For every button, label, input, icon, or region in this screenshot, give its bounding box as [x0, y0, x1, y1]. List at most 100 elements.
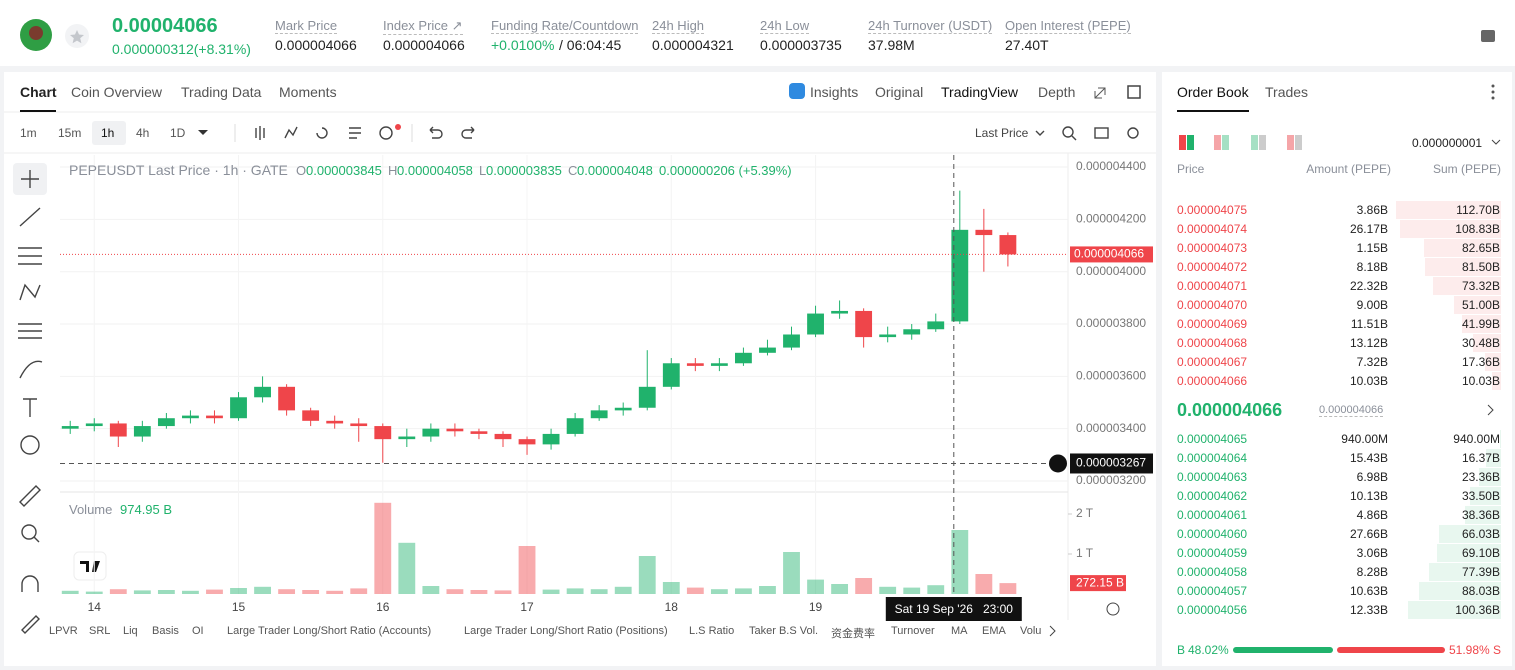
- book-amount: 12.33B: [1349, 603, 1388, 617]
- scroll-right[interactable]: [1049, 625, 1056, 637]
- stat-value: 27.40T: [1005, 37, 1049, 53]
- indicator[interactable]: LPVR: [49, 625, 78, 637]
- volume-bar: [470, 590, 488, 594]
- chart-tab[interactable]: Trading Data: [181, 84, 262, 100]
- price-change: 0.000000312(+8.31%): [112, 41, 251, 57]
- interval[interactable]: 1D: [170, 126, 186, 140]
- indicator[interactable]: Liq: [123, 625, 138, 637]
- stat-value: 0.000004066: [383, 37, 465, 53]
- indicator[interactable]: L.S Ratio: [689, 625, 735, 637]
- book-price[interactable]: 0.000004059: [1177, 546, 1248, 560]
- depth-bar: [1465, 506, 1501, 524]
- volume-bar: [518, 546, 536, 594]
- fullscreen-icon[interactable]: [1094, 87, 1106, 99]
- tv-logo-mark: [80, 561, 100, 572]
- window-icon[interactable]: [1127, 85, 1141, 99]
- price-source[interactable]: Last Price: [975, 126, 1029, 140]
- book-price[interactable]: 0.000004065: [1177, 432, 1248, 446]
- candle-body: [975, 229, 993, 236]
- view-tab[interactable]: Original: [875, 84, 924, 100]
- book-price[interactable]: 0.000004063: [1177, 470, 1248, 484]
- indicator[interactable]: OI: [192, 625, 204, 637]
- depth-bar: [1424, 239, 1501, 257]
- book-amount: 10.13B: [1349, 489, 1388, 503]
- indicator[interactable]: Large Trader Long/Short Ratio (Accounts): [227, 625, 432, 637]
- candle-body: [230, 397, 247, 419]
- legend-change: 0.000000206 (+5.39%): [659, 163, 792, 178]
- candle-body: [590, 410, 608, 419]
- indicator[interactable]: 资金费率: [831, 628, 875, 640]
- interval[interactable]: 1h: [101, 126, 115, 140]
- expand-arrow[interactable]: [1487, 404, 1494, 416]
- dropdown-arrow[interactable]: [198, 130, 208, 135]
- view-tab[interactable]: Insights: [810, 84, 859, 100]
- interval[interactable]: 4h: [136, 126, 150, 140]
- volume-bar: [686, 587, 704, 594]
- chart-tab[interactable]: Chart: [20, 84, 57, 100]
- book-price[interactable]: 0.000004071: [1177, 279, 1248, 293]
- book-price[interactable]: 0.000004074: [1177, 222, 1248, 236]
- sell-ratio-bar: [1336, 647, 1445, 653]
- book-price[interactable]: 0.000004064: [1177, 451, 1248, 465]
- candle-body: [783, 334, 800, 348]
- x-tick-label: 15: [232, 600, 246, 614]
- header-panel: [0, 0, 1515, 66]
- volume-bar: [326, 590, 344, 594]
- book-price[interactable]: 0.000004057: [1177, 584, 1248, 598]
- indicator[interactable]: Taker B.S Vol.: [749, 625, 819, 637]
- interval[interactable]: 1m: [20, 126, 37, 140]
- tv-logo: [73, 551, 107, 581]
- indicator[interactable]: Turnover: [891, 625, 935, 637]
- depth-bar: [1399, 220, 1501, 238]
- more-icon[interactable]: [1491, 84, 1495, 100]
- candle-body: [855, 310, 873, 338]
- book-price[interactable]: 0.000004058: [1177, 565, 1248, 579]
- book-price[interactable]: 0.000004061: [1177, 508, 1248, 522]
- indicator[interactable]: Large Trader Long/Short Ratio (Positions…: [464, 625, 668, 637]
- volume-bar: [927, 585, 945, 594]
- book-price[interactable]: 0.000004072: [1177, 260, 1248, 274]
- indicator[interactable]: EMA: [982, 625, 1006, 637]
- interval[interactable]: 15m: [58, 126, 82, 140]
- indicator[interactable]: Basis: [152, 625, 179, 637]
- volume-bar: [855, 578, 873, 594]
- legend-value: 0.000004058: [397, 163, 473, 178]
- volume-bar: [831, 584, 849, 594]
- volume-bar: [807, 579, 824, 594]
- precision-dropdown[interactable]: [1491, 139, 1501, 145]
- volume-bar: [109, 589, 127, 594]
- book-price[interactable]: 0.000004068: [1177, 336, 1248, 350]
- last-price: 0.00004066: [112, 15, 218, 37]
- book-price[interactable]: 0.000004069: [1177, 317, 1248, 331]
- book-price[interactable]: 0.000004067: [1177, 355, 1248, 369]
- view-tab[interactable]: TradingView: [941, 84, 1019, 100]
- depth-bar: [1484, 353, 1501, 371]
- book-price[interactable]: 0.000004070: [1177, 298, 1248, 312]
- indicator[interactable]: SRL: [89, 625, 111, 637]
- indicator[interactable]: Volu: [1020, 625, 1042, 637]
- book-price[interactable]: 0.000004056: [1177, 603, 1248, 617]
- book-tab[interactable]: Trades: [1265, 84, 1309, 100]
- layout-icon[interactable]: [1481, 30, 1495, 42]
- book-price[interactable]: 0.000004062: [1177, 489, 1248, 503]
- precision[interactable]: 0.000000001: [1412, 136, 1483, 150]
- book-price[interactable]: 0.000004075: [1177, 203, 1248, 217]
- book-sum: 108.83B: [1455, 222, 1500, 236]
- settings-icon[interactable]: [1106, 602, 1120, 616]
- depth-bar: [1469, 487, 1501, 505]
- volume-bar: [85, 591, 103, 594]
- volume-legend-name: Volume: [69, 502, 113, 517]
- book-price[interactable]: 0.000004073: [1177, 241, 1248, 255]
- view-tab[interactable]: Depth: [1038, 84, 1076, 100]
- volume-bar: [783, 552, 800, 594]
- book-sum: 81.50B: [1461, 260, 1500, 274]
- book-tab[interactable]: Order Book: [1177, 84, 1249, 100]
- stat-extra: / 06:04:45: [559, 37, 622, 53]
- chart-tab[interactable]: Coin Overview: [71, 84, 163, 100]
- indicator[interactable]: MA: [951, 625, 968, 637]
- volume-bar: [133, 590, 151, 594]
- book-price[interactable]: 0.000004066: [1177, 374, 1248, 388]
- book-sum: 100.36B: [1455, 603, 1500, 617]
- chart-tab[interactable]: Moments: [279, 84, 337, 100]
- book-price[interactable]: 0.000004060: [1177, 527, 1248, 541]
